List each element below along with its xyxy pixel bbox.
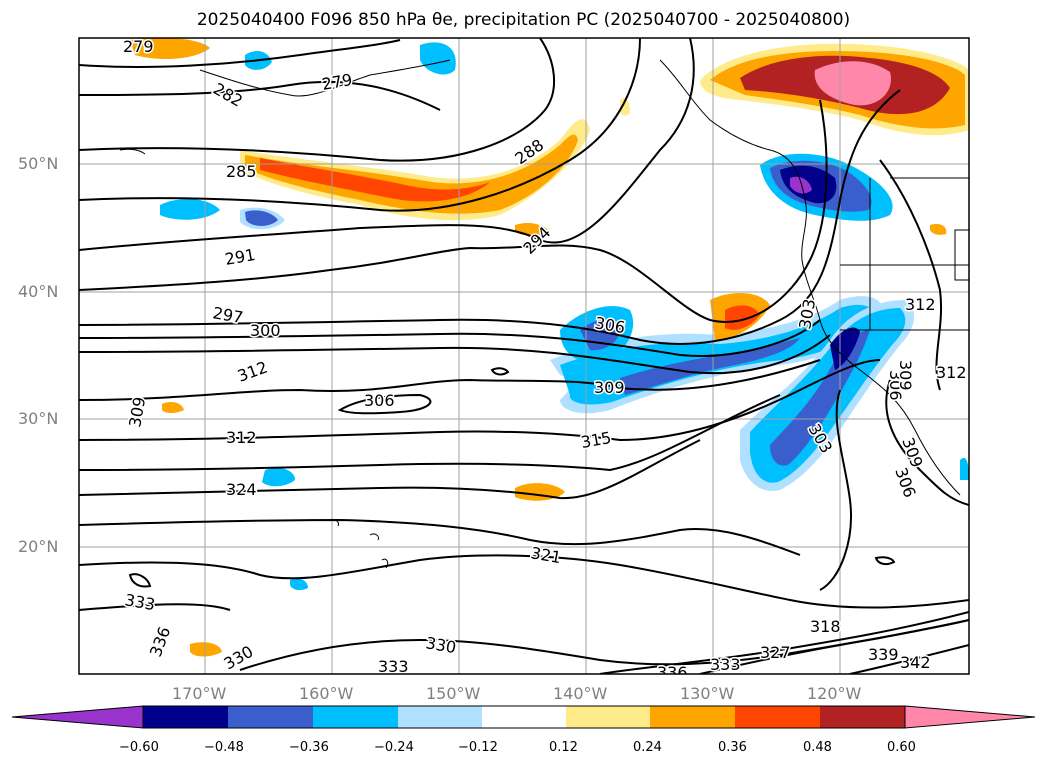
contour-label: 330 [221, 642, 257, 674]
contour-label: 312 [905, 295, 936, 314]
theta-e-contours [79, 38, 969, 674]
contour-label: 309 [898, 435, 926, 470]
lat-label: 40°N [18, 282, 59, 301]
contour-label: 309 [896, 360, 915, 391]
colorbar-tick: −0.12 [458, 740, 498, 755]
contour-label: 342 [900, 653, 931, 672]
contour-labels: 279 282 279 285 288 291 294 297 300 312 … [122, 37, 969, 682]
map-title: 2025040400 F096 850 hPa θe, precipitatio… [196, 10, 851, 30]
contour-label: 327 [760, 643, 791, 662]
contour-label: 279 [123, 37, 154, 56]
colorbar-tick: −0.60 [119, 740, 159, 755]
contour-label: 318 [810, 617, 841, 636]
lat-label: 20°N [18, 537, 59, 556]
colorbar-high-extend [904, 705, 1036, 729]
colorbar-tick: 0.48 [803, 740, 832, 755]
lon-label: 150°W [426, 684, 481, 703]
contour-label: 306 [593, 313, 626, 337]
colorbar-tick: −0.48 [204, 740, 244, 755]
contour-label: 336 [146, 624, 174, 659]
colorbar-tick: −0.24 [374, 740, 414, 755]
lon-label: 130°W [680, 684, 735, 703]
colorbar-tick: 0.36 [718, 740, 747, 755]
map-frame [78, 37, 970, 675]
lat-label: 30°N [18, 409, 59, 428]
contour-label: 333 [710, 655, 741, 674]
contour-label: 333 [378, 657, 409, 676]
contour-label: 339 [868, 645, 899, 664]
contour-label: 300 [250, 321, 281, 340]
contour-label: 336 [657, 663, 688, 682]
contour-label: 330 [424, 633, 457, 657]
contour-label: 312 [936, 363, 967, 382]
contour-label: 312 [226, 428, 257, 447]
contour-label: 282 [210, 79, 246, 111]
contour-label: 306 [364, 391, 395, 410]
contour-label: 291 [223, 245, 256, 269]
lon-label: 120°W [807, 684, 862, 703]
contour-label: 321 [529, 543, 562, 567]
contour-label: 285 [226, 162, 257, 181]
contour-label: 324 [226, 480, 257, 499]
contour-label: 333 [123, 590, 156, 614]
lon-label: 140°W [553, 684, 608, 703]
precip-shading [130, 38, 969, 657]
colorbar-tick: 0.12 [549, 740, 578, 755]
colorbar-tick: −0.36 [289, 740, 329, 755]
lon-label: 170°W [172, 684, 227, 703]
colorbar [11, 705, 1036, 729]
coastlines [119, 59, 969, 569]
contour-label: 312 [235, 357, 270, 385]
contour-label: 309 [594, 378, 625, 397]
colorbar-tick: 0.24 [633, 740, 662, 755]
lon-label: 160°W [299, 684, 354, 703]
contour-label: 306 [886, 370, 905, 401]
contour-label: 279 [320, 70, 353, 94]
lat-label: 50°N [18, 154, 59, 173]
colorbar-low-extend [11, 705, 144, 729]
contour-label: 306 [891, 465, 919, 500]
contour-label: 309 [125, 395, 149, 428]
colorbar-tick: 0.60 [887, 740, 916, 755]
contour-label: 315 [579, 428, 612, 452]
